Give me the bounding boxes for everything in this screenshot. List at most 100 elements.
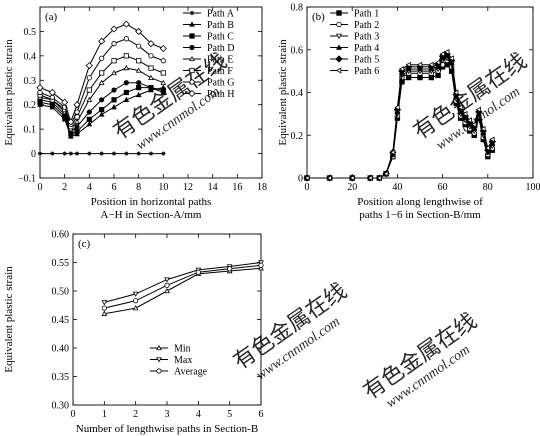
legend-label: Path G xyxy=(207,78,235,89)
x-tick-label: 1 xyxy=(102,409,107,420)
data-point xyxy=(434,59,441,66)
legend-marker xyxy=(189,10,195,16)
data-point xyxy=(98,79,105,85)
legend-marker xyxy=(189,79,195,85)
data-point xyxy=(85,62,93,70)
data-point xyxy=(164,287,170,294)
data-point xyxy=(428,61,434,68)
watermark: 有色金属在线 www.cnnmol.com 有色金属在线 www.cnnmol.… xyxy=(109,48,531,411)
data-point xyxy=(74,151,80,156)
legend-label: Path 3 xyxy=(354,32,379,43)
y-tick-label: 0.50 xyxy=(52,287,70,298)
x-axis-label: Position along lengthwise of xyxy=(357,196,483,208)
data-point xyxy=(160,58,166,64)
legend-label: Path 5 xyxy=(354,55,379,66)
x-tick-label: 14 xyxy=(208,182,218,193)
data-point xyxy=(136,151,141,156)
legend-marker xyxy=(189,55,195,62)
legend-marker xyxy=(189,33,195,39)
data-point xyxy=(132,305,139,311)
x-tick-label: 2 xyxy=(133,409,138,420)
y-tick-label: 0.40 xyxy=(52,344,70,355)
series-path-h xyxy=(36,20,167,126)
data-point xyxy=(111,41,117,47)
data-point xyxy=(160,79,167,85)
y-tick-label: 0.60 xyxy=(52,230,70,241)
data-point xyxy=(462,110,468,117)
data-point xyxy=(111,69,117,76)
y-tick-label: 0.30 xyxy=(52,401,70,412)
legend-marker xyxy=(336,21,342,28)
x-axis-label: Number of lengthwise paths in Section-B xyxy=(76,423,258,435)
x-tick-label: 60 xyxy=(438,182,448,193)
data-point xyxy=(394,104,400,111)
y-tick-label: 0.6 xyxy=(291,45,304,56)
data-point xyxy=(466,117,472,124)
data-point xyxy=(159,44,167,53)
series-path-g xyxy=(37,36,166,127)
x-tick-label: 4 xyxy=(87,182,92,193)
data-point xyxy=(50,151,55,156)
y-tick-label: 0 xyxy=(31,149,36,160)
legend-marker xyxy=(336,33,342,40)
x-tick-label: 100 xyxy=(526,182,540,193)
data-point xyxy=(382,170,389,177)
panel-label: (b) xyxy=(312,11,325,23)
data-point xyxy=(99,107,105,113)
data-point xyxy=(148,85,154,91)
data-point xyxy=(123,89,129,96)
x-axis-label: paths 1−6 in Section-B/mm xyxy=(359,209,481,221)
data-point xyxy=(326,175,332,181)
y-tick-label: 0.5 xyxy=(24,27,37,38)
data-point xyxy=(161,151,166,156)
x-tick-label: 6 xyxy=(112,182,117,193)
series-line xyxy=(104,264,262,309)
y-axis-label: Equivalent plastic strain xyxy=(3,39,15,146)
data-point xyxy=(303,175,310,181)
data-point xyxy=(136,43,142,49)
x-tick-label: 4 xyxy=(196,409,201,420)
legend-marker xyxy=(189,44,195,51)
panel-label: (a) xyxy=(45,11,58,23)
data-point xyxy=(480,125,486,132)
data-point xyxy=(62,151,67,156)
data-point xyxy=(376,175,382,181)
data-point xyxy=(227,266,233,272)
x-tick-label: 0 xyxy=(305,182,310,193)
y-tick-label: 0.45 xyxy=(52,315,70,326)
y-tick-label: 0.1 xyxy=(24,125,37,136)
data-point xyxy=(448,55,454,62)
x-tick-label: 0 xyxy=(38,182,43,193)
series-average xyxy=(101,262,264,311)
data-point xyxy=(164,282,170,288)
data-point xyxy=(101,310,108,316)
data-point xyxy=(111,58,117,64)
legend-label: Path C xyxy=(207,32,234,43)
data-point xyxy=(398,66,405,72)
x-tick-label: 10 xyxy=(158,182,168,193)
x-tick-label: 80 xyxy=(483,182,493,193)
data-point xyxy=(489,136,495,143)
legend-marker xyxy=(336,10,342,16)
legend-marker xyxy=(189,67,195,74)
data-point xyxy=(147,40,155,48)
data-point xyxy=(86,121,93,127)
data-point xyxy=(136,80,142,86)
legend-marker xyxy=(335,55,343,63)
legend-label: Path E xyxy=(207,55,233,66)
data-point xyxy=(136,85,142,91)
x-tick-label: 18 xyxy=(257,182,267,193)
data-point xyxy=(160,70,166,76)
data-point xyxy=(74,128,80,135)
data-point xyxy=(99,70,105,76)
legend-label: Path D xyxy=(207,43,235,54)
data-point xyxy=(148,74,154,81)
panel-c-chart: 0 1 2 3 4 5 6 0.30 0.35 0.40 0.45 0.50 0.55 0.60 Numbe… xyxy=(3,230,264,435)
x-tick-label: 12 xyxy=(183,182,193,193)
data-point xyxy=(86,96,93,102)
data-point xyxy=(86,75,92,81)
